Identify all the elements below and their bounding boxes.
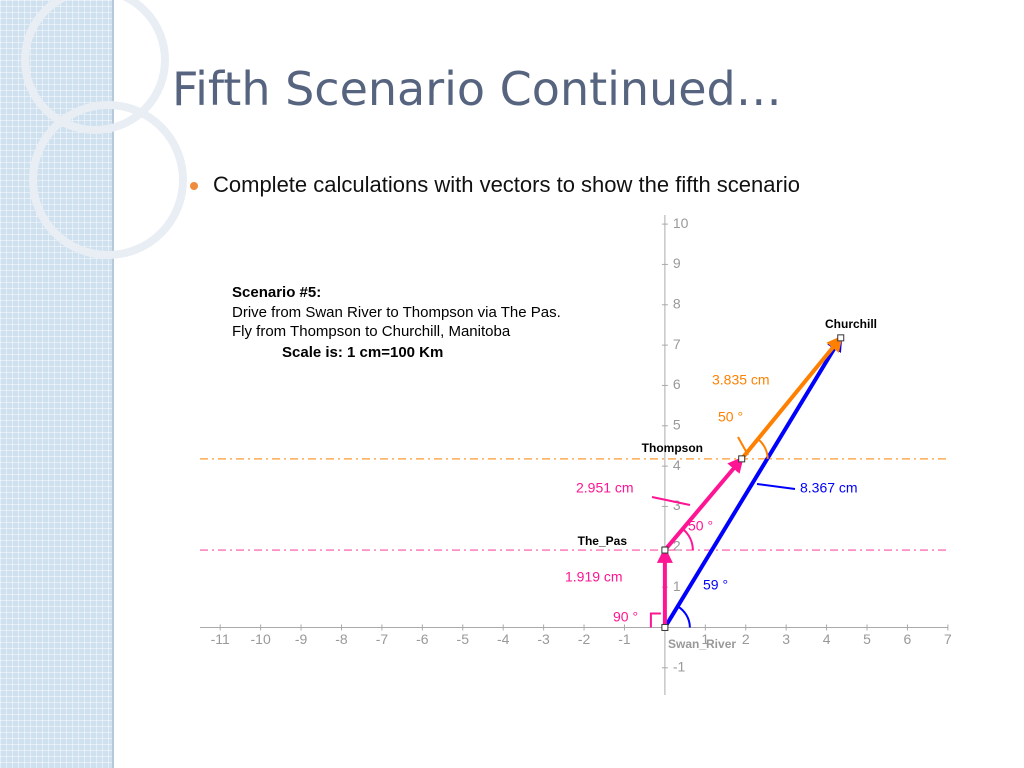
y-tick-label: 9 (673, 255, 681, 271)
y-tick-label: 1 (673, 578, 681, 594)
x-tick-label: -1 (618, 631, 631, 647)
x-tick-label: -5 (457, 631, 470, 647)
note-heading: Scenario #5: (232, 284, 321, 301)
y-tick-label: -1 (673, 659, 686, 675)
x-tick-label: -9 (295, 631, 308, 647)
angle-label: 50 ° (688, 518, 713, 534)
leg-vector (663, 456, 744, 552)
angle-arc (682, 528, 694, 551)
note-scale: Scale is: 1 cm=100 Km (282, 344, 443, 361)
x-tick-label: 5 (863, 631, 871, 647)
x-tick-label: 2 (742, 631, 750, 647)
bullet: Complete calculations with vectors to sh… (190, 172, 800, 198)
x-tick-label: 7 (944, 631, 952, 647)
x-tick-label: -2 (578, 631, 591, 647)
y-tick-label: 6 (673, 376, 681, 392)
angle-label: 90 ° (613, 609, 638, 625)
length-label: 8.367 cm (800, 480, 858, 496)
note-line: Fly from Thompson to Churchill, Manitoba (232, 323, 511, 340)
point-label: Swan_River (668, 637, 736, 651)
leader (756, 483, 796, 490)
x-tick-label: -11 (211, 631, 230, 647)
point (661, 546, 669, 554)
point (738, 455, 746, 463)
angle-label: 59 ° (703, 577, 728, 593)
x-tick-label: 3 (782, 631, 790, 647)
y-tick-label: 4 (673, 457, 681, 473)
angle-arc (677, 605, 691, 628)
note-line: Drive from Swan River to Thompson via Th… (232, 304, 561, 321)
decor-circles (21, 0, 187, 259)
x-tick-label: -4 (497, 631, 510, 647)
x-tick-label: 1 (701, 631, 709, 647)
y-tick-label: 8 (673, 295, 681, 311)
x-tick-label: -7 (376, 631, 389, 647)
x-tick-label: 4 (823, 631, 831, 647)
point-label: The_Pas (578, 534, 628, 548)
length-label: 3.835 cm (712, 372, 770, 388)
y-tick-label: 5 (673, 416, 681, 432)
point-label: Thompson (642, 441, 703, 455)
x-tick-label: -8 (335, 631, 348, 647)
leader (651, 496, 691, 506)
x-tick-label: -6 (416, 631, 429, 647)
length-label: 1.919 cm (565, 569, 623, 585)
angle-label: 50 ° (718, 409, 743, 425)
bullet-list: Complete calculations with vectors to sh… (190, 172, 800, 198)
leader (737, 436, 749, 456)
resultant-vector (663, 335, 843, 629)
angle-arc (649, 612, 661, 628)
angle-arc (757, 438, 769, 459)
point (661, 623, 669, 631)
leg-vector (740, 335, 843, 461)
point-label: Churchill (825, 317, 877, 331)
x-tick-label: -10 (251, 631, 271, 647)
slide-title: Fifth Scenario Continued… (172, 62, 782, 116)
point (837, 334, 845, 342)
length-label: 2.951 cm (576, 480, 634, 496)
x-tick-label: -3 (537, 631, 550, 647)
x-tick-label: 6 (904, 631, 912, 647)
y-tick-label: 3 (673, 497, 681, 513)
y-tick-label: 2 (673, 537, 681, 553)
y-tick-label: 10 (673, 215, 689, 231)
y-tick-label: 7 (673, 336, 681, 352)
